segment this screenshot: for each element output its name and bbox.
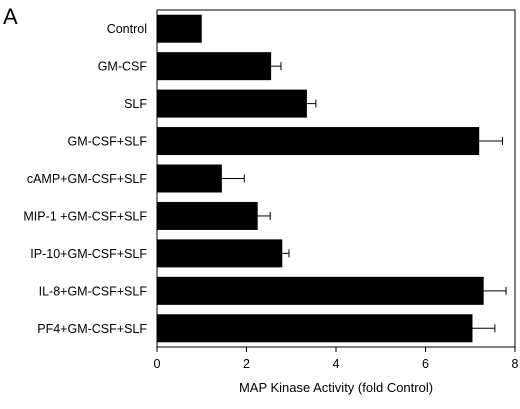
x-tick-label: 6	[422, 357, 429, 371]
category-label: MIP-1 +GM-CSF+SLF	[23, 209, 147, 223]
bar	[157, 314, 473, 343]
bar	[157, 14, 202, 43]
category-label: IL-8+GM-CSF+SLF	[39, 284, 148, 298]
bar	[157, 89, 307, 118]
x-axis-title: MAP Kinase Activity (fold Control)	[239, 380, 433, 395]
x-tick-label: 4	[333, 357, 340, 371]
x-tick-label: 8	[512, 357, 519, 371]
category-label: Control	[107, 22, 147, 36]
bar	[157, 201, 258, 230]
panel-label: A	[3, 4, 18, 29]
category-label: IP-10+GM-CSF+SLF	[30, 247, 147, 261]
category-label: SLF	[124, 97, 147, 111]
x-tick-label: 2	[243, 357, 250, 371]
category-label: cAMP+GM-CSF+SLF	[27, 172, 148, 186]
plot-area: Control GM-CSF SLF GM-CSF+SLF cAMP+GM-CSF+SL…	[23, 9, 519, 371]
bar	[157, 276, 484, 305]
bar	[157, 52, 272, 81]
bar	[157, 164, 222, 193]
bar	[157, 127, 480, 156]
category-label: PF4+GM-CSF+SLF	[37, 322, 147, 336]
x-tick-label: 0	[154, 357, 161, 371]
bar	[157, 239, 283, 268]
category-label: GM-CSF+SLF	[67, 135, 147, 149]
category-label: GM-CSF	[98, 60, 148, 74]
